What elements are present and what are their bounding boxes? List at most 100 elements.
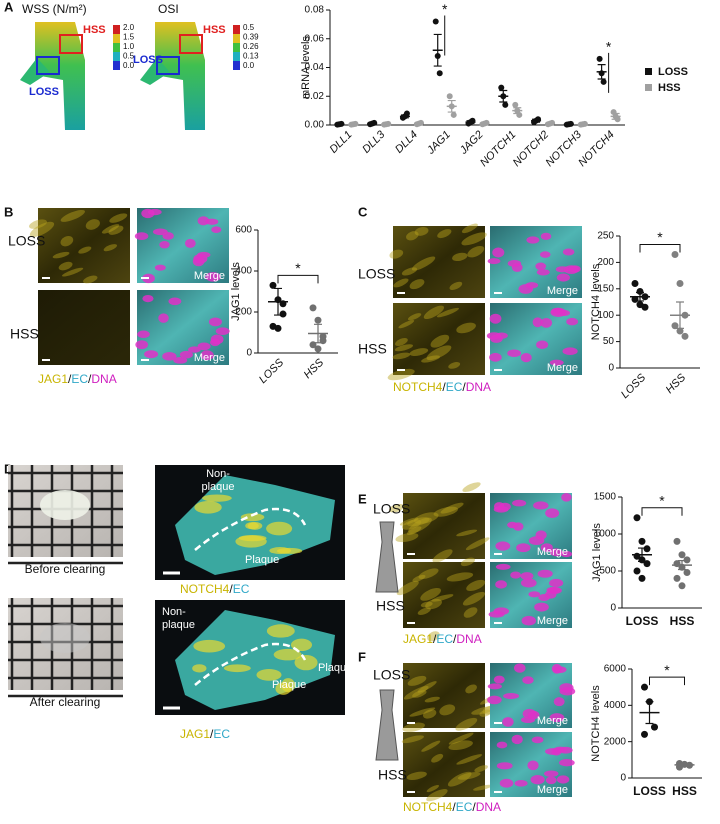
region-label: plaque (201, 481, 234, 493)
cell-signal (457, 772, 481, 780)
nucleus (162, 352, 177, 361)
error-bar (611, 112, 620, 120)
cell-signal (414, 227, 429, 236)
nucleus (559, 687, 576, 696)
micrograph (393, 303, 485, 375)
cell-signal (433, 506, 458, 517)
stain-term: NOTCH4 (393, 380, 443, 394)
merge-label: Merge (537, 615, 568, 627)
nucleus (522, 676, 534, 684)
cell-signal (447, 771, 472, 787)
nucleus (495, 580, 507, 589)
fluor-signal (256, 669, 282, 681)
colorbar-segment (233, 52, 240, 61)
colorbar-label: 1.0 (123, 42, 135, 51)
fluor-signal (247, 522, 263, 530)
nucleus (510, 571, 522, 579)
loss-label: LOSS (29, 86, 59, 98)
cell-signal (448, 740, 473, 751)
cell-signal (420, 601, 433, 608)
data-point (498, 84, 505, 91)
vessel-icon (375, 521, 399, 593)
nucleus (540, 232, 552, 240)
data-point (274, 324, 282, 332)
stain-legend: NOTCH4/EC (180, 582, 250, 596)
error-bar (335, 123, 344, 126)
nucleus (208, 317, 222, 327)
stain-term: EC (446, 380, 463, 394)
row-label: LOSS (373, 667, 410, 683)
cell-signal (430, 334, 450, 348)
nucleus (520, 578, 537, 588)
cell-signal (409, 707, 436, 717)
stain-term: / (210, 727, 214, 741)
cell-signal (439, 704, 456, 716)
fluor-signal (223, 664, 251, 673)
hss-box (179, 34, 203, 54)
significance-bracket (641, 507, 683, 516)
cell-signal (427, 631, 440, 642)
nucleus (495, 563, 511, 570)
merge-label: Merge (194, 270, 225, 282)
region-label: plaque (162, 619, 195, 631)
nucleus (544, 770, 559, 777)
data-point (319, 333, 327, 341)
plaque-outline (194, 507, 307, 551)
nucleus (496, 762, 513, 770)
fluor-signal (192, 664, 207, 673)
nucleus (493, 506, 509, 513)
hss-box (59, 34, 83, 54)
x-tick-label: DLL3 (360, 128, 388, 156)
cell-signal (61, 267, 84, 277)
cell-signal (396, 580, 419, 596)
error-bar (400, 114, 409, 119)
data-point (633, 514, 641, 522)
cell-signal (398, 320, 415, 329)
x-tick-label: HSS (670, 614, 695, 628)
cell-signal (401, 519, 422, 530)
cell-signal (401, 267, 418, 276)
stain-term: DNA (476, 800, 501, 814)
cell-signal (426, 785, 440, 793)
row-label: HSS (10, 326, 39, 342)
x-tick-label: JAG1 (424, 129, 453, 158)
cell-signal (467, 245, 485, 258)
merge-label: Merge (537, 784, 568, 796)
stain-term: EC (233, 582, 250, 596)
vessel-model (155, 22, 205, 130)
tissue (40, 490, 90, 520)
row-label: LOSS (8, 233, 45, 249)
loss-label: LOSS (133, 54, 163, 66)
nucleus (173, 357, 188, 364)
nucleus (561, 493, 572, 502)
colorbar-label: 2.0 (123, 23, 135, 32)
y-tick-label: 250 (597, 231, 614, 242)
nucleus (562, 248, 575, 256)
panel-letter: C (358, 204, 368, 219)
data-point (446, 93, 453, 100)
nucleus (545, 776, 557, 785)
cell-signal (452, 252, 468, 262)
significance-star: * (664, 662, 670, 678)
nucleus (513, 663, 526, 673)
cell-signal (83, 275, 98, 284)
panel-letter: A (4, 0, 14, 14)
data-point (643, 545, 651, 553)
error-bar (480, 122, 489, 125)
micrograph (403, 562, 485, 628)
stain-term: DNA (456, 632, 481, 646)
cell-signal (399, 517, 419, 526)
stain-legend: NOTCH4/EC/DNA (393, 380, 491, 394)
cell-signal (78, 246, 92, 254)
x-tick-label: DLL4 (393, 129, 420, 156)
nucleus (536, 269, 550, 276)
nucleus (487, 683, 502, 690)
y-tick-label: 50 (603, 336, 615, 347)
legend-swatch (645, 68, 652, 75)
y-axis-label: JAG1 levels (230, 262, 242, 321)
nucleus (520, 353, 532, 363)
y-tick-label: 0 (246, 348, 252, 359)
stain-legend: JAG1/EC (180, 727, 230, 741)
cell-signal (462, 591, 486, 606)
